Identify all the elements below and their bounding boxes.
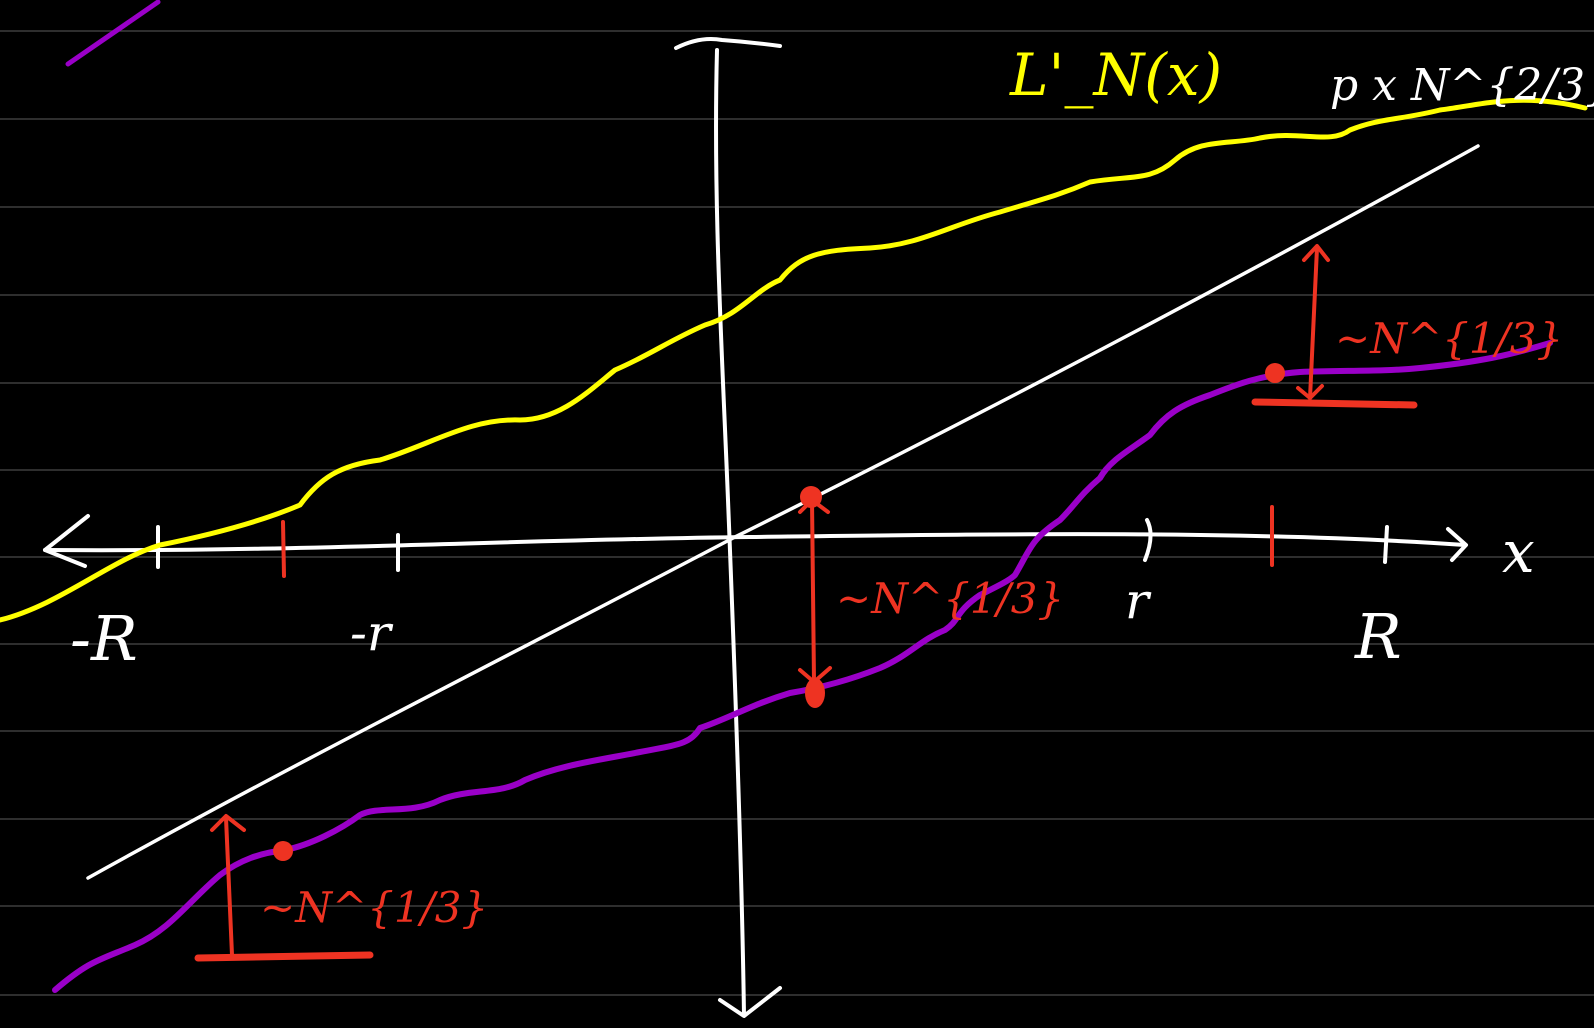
slope-label: p x N^{2/3}: [1330, 60, 1594, 111]
fluct-marker-left: [194, 814, 374, 962]
fluct-label-center: ~N^{1/3}: [836, 574, 1064, 623]
fluct-label-right: ~N^{1/3}: [1335, 314, 1563, 363]
fluct-marker-center: [798, 498, 832, 684]
curve-label: L'_N(x): [1009, 41, 1222, 109]
purple-curve: [52, 340, 1553, 993]
pos-r-label: r: [1125, 572, 1152, 630]
fluct-marker-right: [1251, 244, 1418, 409]
red-ticks: [281, 505, 1274, 578]
fluct-dot-right: [1265, 363, 1285, 383]
vertical-axis: [674, 37, 782, 1018]
fluct-label-left: ~N^{1/3}: [260, 883, 488, 932]
fluct-dot-center-top: [800, 486, 822, 508]
ruled-lines: [0, 30, 1594, 996]
neg-r-label: -r: [350, 604, 394, 662]
yellow-curve: [0, 97, 1588, 623]
stray-purple-stroke: [65, 0, 161, 67]
mean-line: [86, 144, 1480, 880]
red-tick-left: [281, 520, 286, 578]
tick-pos-r: [1143, 518, 1153, 562]
neg-R-label: -R: [70, 602, 138, 675]
pos-R-label: R: [1354, 600, 1402, 673]
horizontal-axis: [43, 514, 1468, 568]
tick-pos-R: [1383, 525, 1389, 564]
fluct-dot-left: [273, 841, 293, 861]
fluct-dot-center-bottom: [805, 678, 825, 708]
x-axis-label: x: [1502, 518, 1535, 586]
